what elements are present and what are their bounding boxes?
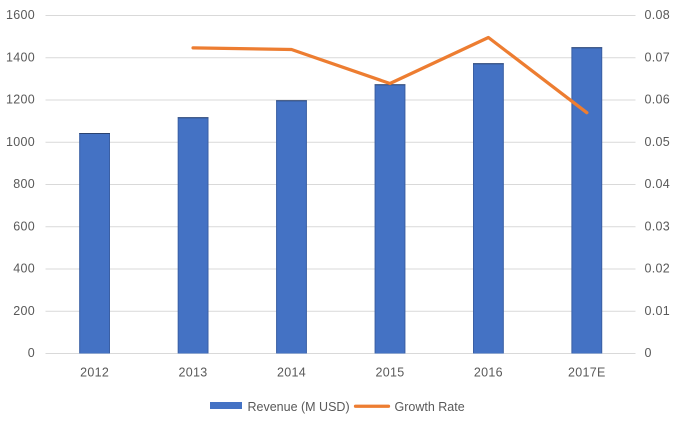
- svg-text:2016: 2016: [474, 366, 503, 380]
- svg-text:0.06: 0.06: [645, 93, 671, 107]
- svg-text:0: 0: [28, 346, 35, 360]
- svg-text:0.07: 0.07: [645, 50, 671, 64]
- svg-text:0.08: 0.08: [645, 8, 671, 22]
- svg-text:400: 400: [13, 262, 35, 276]
- svg-text:0.01: 0.01: [645, 304, 671, 318]
- svg-text:0.05: 0.05: [645, 135, 671, 149]
- svg-text:2017E: 2017E: [568, 366, 606, 380]
- svg-text:0.02: 0.02: [645, 262, 671, 276]
- svg-text:1200: 1200: [6, 93, 35, 107]
- svg-text:Revenue (M USD): Revenue (M USD): [248, 400, 350, 414]
- svg-text:600: 600: [13, 219, 35, 233]
- svg-text:Growth Rate: Growth Rate: [395, 400, 465, 414]
- svg-text:2014: 2014: [277, 366, 306, 380]
- svg-text:1000: 1000: [6, 135, 35, 149]
- svg-text:2015: 2015: [375, 366, 404, 380]
- svg-text:2013: 2013: [179, 366, 208, 380]
- svg-text:800: 800: [13, 177, 35, 191]
- svg-text:2012: 2012: [80, 366, 109, 380]
- svg-text:0.04: 0.04: [645, 177, 671, 191]
- svg-text:200: 200: [13, 304, 35, 318]
- svg-text:0.03: 0.03: [645, 219, 671, 233]
- svg-text:1600: 1600: [6, 8, 35, 22]
- svg-text:1400: 1400: [6, 50, 35, 64]
- svg-text:0: 0: [645, 346, 652, 360]
